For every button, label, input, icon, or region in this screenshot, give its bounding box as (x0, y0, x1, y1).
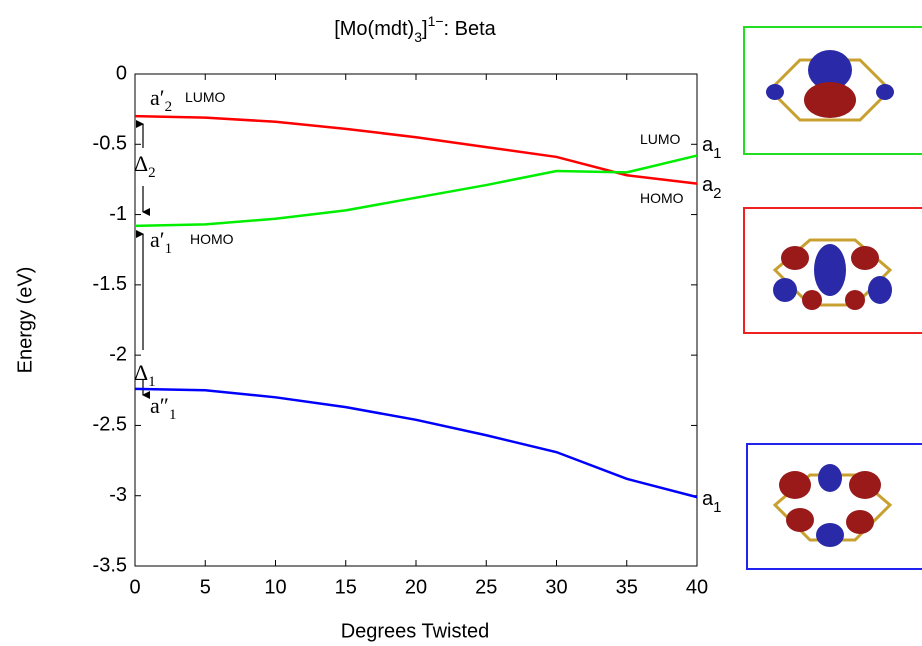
y-axis-label: Energy (eV) (14, 267, 36, 374)
y-tick-label: -2.5 (93, 414, 127, 436)
x-tick-label: 35 (616, 576, 638, 598)
annotation-text: HOMO (640, 190, 684, 206)
annotation-text: a (702, 134, 714, 156)
annotation-subscript: 1 (165, 241, 173, 257)
annotation-subscript: 1 (169, 407, 177, 423)
annotation: LUMO (640, 131, 681, 147)
annotation-subscript: 1 (148, 374, 156, 390)
annotation-subscript: 2 (165, 99, 173, 115)
annotation: a1 (702, 134, 721, 162)
x-tick-label: 5 (200, 576, 211, 598)
annotation-subscript: 1 (713, 499, 721, 516)
annotation-text: a (702, 174, 714, 196)
y-tick-label: -3.5 (93, 554, 127, 576)
y-tick-label: -1.5 (93, 273, 127, 295)
annotation: LUMO (185, 89, 226, 105)
y-tick-label: -3 (109, 484, 127, 506)
annotation: a2 (702, 174, 721, 202)
series-line (134, 387, 698, 499)
x-tick-label: 10 (264, 576, 286, 598)
x-tick-label: 0 (129, 576, 140, 598)
annotation-text: Δ (134, 360, 148, 385)
annotation-subscript: 2 (713, 185, 721, 202)
annotation: a′2 (150, 85, 172, 115)
x-axis-label: Degrees Twisted (341, 620, 490, 642)
annotation: a″1 (150, 393, 176, 423)
annotation-text: HOMO (190, 231, 234, 247)
annotation-subscript: 2 (148, 165, 156, 181)
y-tick-label: -2 (109, 343, 127, 365)
annotation-text: a (702, 488, 714, 510)
orbital-panel-lumo (743, 26, 922, 155)
orbital-panel-homo (743, 207, 922, 334)
annotation-text: LUMO (640, 131, 681, 147)
annotation-text: a′ (150, 85, 165, 110)
annotation: HOMO (190, 231, 234, 247)
annotation-text: LUMO (185, 89, 226, 105)
annotation: a′1 (150, 227, 172, 257)
series-line (134, 114, 698, 185)
chart-title: [Mo(mdt)3]1−: Beta (334, 13, 496, 45)
x-tick-label: 20 (405, 576, 427, 598)
x-tick-label: 30 (545, 576, 567, 598)
annotation-subscript: 1 (713, 145, 721, 162)
x-tick-label: 25 (475, 576, 497, 598)
y-tick-label: -1 (109, 203, 127, 225)
annotation: HOMO (640, 190, 684, 206)
plot-frame (134, 73, 698, 567)
annotation-text: a′ (150, 227, 165, 252)
annotation-text: Δ (134, 151, 148, 176)
annotation: Δ2 (134, 151, 156, 181)
y-tick-label: 0 (116, 62, 127, 84)
annotation-text: a″ (150, 393, 169, 418)
y-tick-label: -0.5 (93, 133, 127, 155)
series-line (134, 154, 698, 228)
x-tick-label: 40 (686, 576, 708, 598)
annotation: Δ1 (134, 360, 156, 390)
orbital-panel-low (746, 443, 922, 570)
x-tick-label: 15 (335, 576, 357, 598)
annotation: a1 (702, 488, 721, 516)
